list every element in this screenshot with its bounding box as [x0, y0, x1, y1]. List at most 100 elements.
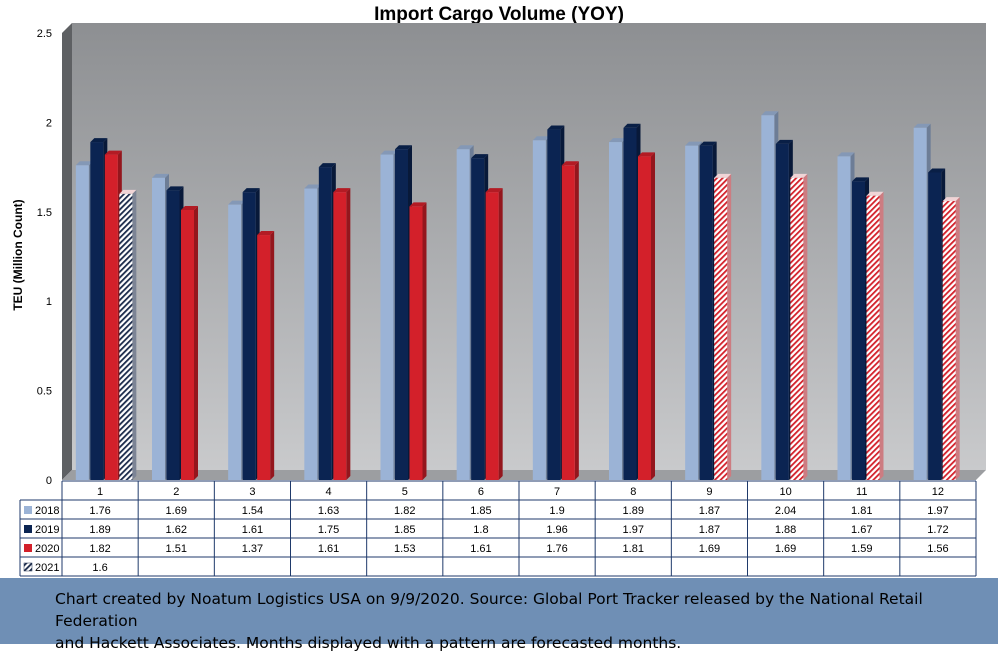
bar-2020-12 — [942, 197, 960, 480]
data-label: 1.88 — [775, 524, 796, 536]
bar-2020-6 — [485, 188, 503, 480]
data-label: 1.37 — [242, 543, 263, 555]
data-label: 1.72 — [927, 524, 948, 536]
side-wall — [62, 23, 72, 480]
bar-2019-4 — [318, 163, 336, 480]
data-label: 1.6 — [92, 562, 107, 574]
footer-line-1: Chart created by Noatum Logistics USA on… — [55, 590, 923, 630]
legend-key-2020 — [24, 544, 32, 552]
bar-side — [803, 173, 808, 480]
x-tick-label: 11 — [856, 486, 867, 498]
data-label: 1.61 — [470, 543, 491, 555]
x-tick-label: 5 — [402, 486, 408, 498]
bar-top — [852, 177, 869, 182]
bar-front — [852, 181, 865, 481]
bar-front — [152, 177, 165, 480]
bar-side — [574, 161, 579, 480]
x-tick-label: 7 — [554, 486, 560, 498]
bar-side — [346, 188, 351, 480]
bar-group — [75, 111, 960, 481]
bar-side — [498, 188, 503, 480]
data-label: 1.85 — [470, 505, 491, 517]
bar-2018-9 — [685, 141, 703, 481]
bar-2019-12 — [928, 168, 946, 481]
bar-2018-7 — [532, 136, 550, 480]
back-wall — [72, 23, 986, 470]
bar-side — [955, 197, 960, 480]
legend-label-2020: 2020 — [35, 543, 59, 555]
y-axis-ticks: 0 0.5 1 1.5 2 2.5 — [37, 28, 52, 487]
bar-front — [561, 165, 575, 480]
y-tick-label: 2.5 — [37, 28, 52, 40]
bar-2018-4 — [304, 184, 322, 480]
bar-top — [471, 154, 489, 159]
data-label: 1.53 — [394, 543, 415, 555]
data-label: 1.87 — [699, 505, 720, 517]
plot-background — [62, 23, 986, 480]
bar-top — [561, 161, 579, 166]
bar-front — [685, 145, 699, 481]
bar-top — [699, 141, 717, 146]
bar-top — [761, 111, 779, 116]
bar-side — [651, 152, 655, 480]
bar-front — [775, 143, 789, 480]
data-label: 1.85 — [394, 524, 415, 536]
legend-key-2019 — [24, 525, 32, 533]
bar-top — [181, 206, 198, 211]
bar-front — [75, 165, 89, 480]
data-label: 1.76 — [546, 543, 567, 555]
x-tick-label: 6 — [478, 486, 484, 498]
data-label: 1.97 — [927, 505, 948, 517]
bar-2018-11 — [837, 152, 855, 480]
bar-side — [194, 206, 198, 480]
bar-front — [837, 156, 851, 480]
bar-top — [623, 123, 641, 128]
bar-front — [318, 167, 332, 480]
x-tick-label: 2 — [173, 486, 179, 498]
bar-2019-3 — [242, 188, 260, 480]
bar-top — [228, 200, 246, 205]
bar-front — [333, 192, 347, 480]
bar-top — [75, 161, 93, 166]
bar-2020-8 — [638, 152, 655, 480]
bar-front — [485, 192, 499, 480]
bar-front — [409, 206, 423, 480]
y-tick-label: 1 — [46, 296, 52, 308]
bar-front — [609, 142, 622, 480]
data-label: 1.67 — [851, 524, 872, 536]
bar-front — [866, 195, 880, 480]
x-tick-label: 10 — [779, 486, 791, 498]
bar-top — [380, 150, 398, 155]
y-tick-label: 1.5 — [37, 207, 52, 219]
bar-top — [547, 125, 565, 130]
legend-label-2019: 2019 — [35, 524, 59, 536]
data-label: 1.9 — [549, 505, 564, 517]
bar-2020-1 — [104, 150, 122, 481]
data-label: 1.8 — [473, 524, 488, 536]
bar-top — [90, 138, 108, 143]
bar-top — [257, 231, 275, 236]
bar-2018-6 — [456, 145, 474, 480]
legend-label-2021: 2021 — [35, 562, 59, 574]
bar-top — [942, 197, 960, 202]
bar-2019-9 — [699, 141, 717, 481]
x-tick-label: 1 — [97, 486, 103, 498]
bar-top — [119, 189, 137, 194]
bar-top — [866, 191, 884, 196]
y-tick-label: 0.5 — [37, 386, 52, 398]
bar-top — [166, 186, 184, 191]
x-tick-label: 4 — [326, 486, 332, 498]
bar-front — [181, 210, 194, 480]
data-label: 1.61 — [242, 524, 263, 536]
bar-2020-10 — [790, 173, 808, 480]
bar-top — [609, 138, 626, 143]
bar-2018-3 — [228, 200, 246, 480]
bar-front — [456, 149, 470, 480]
bar-front — [242, 192, 256, 480]
bar-2019-5 — [395, 145, 412, 480]
bar-2020-2 — [181, 206, 198, 480]
data-label: 1.62 — [166, 524, 187, 536]
bar-2018-12 — [913, 123, 931, 480]
bar-front — [623, 127, 637, 480]
